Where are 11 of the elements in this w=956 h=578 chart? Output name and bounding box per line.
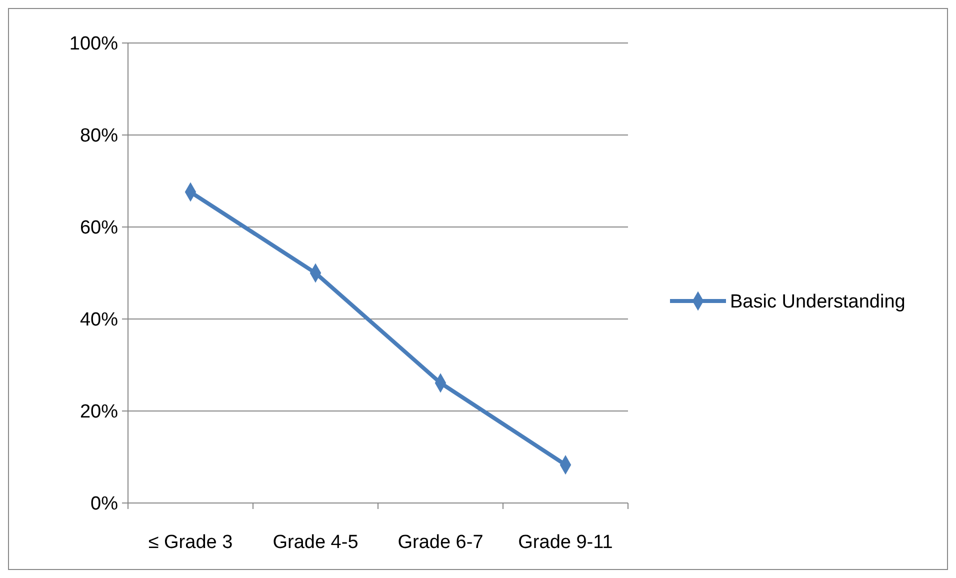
y-tick-label: 80% <box>80 126 118 147</box>
legend-label: Basic Understanding <box>730 292 906 313</box>
x-tick-label: Grade 4-5 <box>272 532 358 553</box>
x-tick-label: Grade 6-7 <box>398 532 484 553</box>
x-tick-label: Grade 9-11 <box>518 532 613 553</box>
y-tick-label: 60% <box>80 218 118 239</box>
y-tick-label: 20% <box>80 402 118 423</box>
y-tick-label: 0% <box>90 494 118 515</box>
y-tick-label: 40% <box>80 310 118 331</box>
x-tick-label: ≤ Grade 3 <box>148 532 233 553</box>
y-tick-label: 100% <box>69 34 118 55</box>
